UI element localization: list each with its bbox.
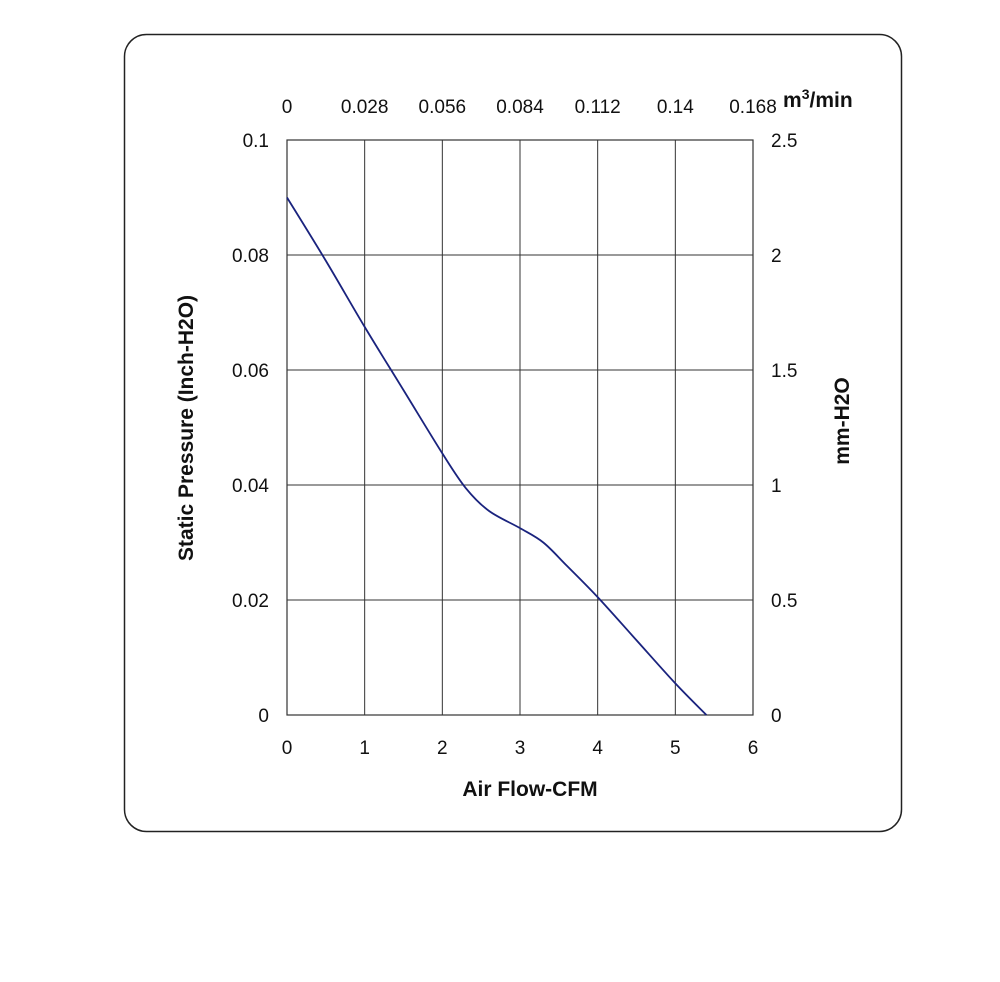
x2-tick-label: 0.112 <box>575 97 621 118</box>
x-tick-label: 3 <box>515 738 526 759</box>
x-axis-title: Air Flow-CFM <box>462 778 597 801</box>
x-tick-label: 5 <box>670 738 681 759</box>
y2-axis-title: mm-H2O <box>831 377 854 465</box>
y2-tick-label: 1 <box>771 476 782 497</box>
tick-labels: 0 1 2 3 4 5 600.020.040.060.080.100.511.522.50… <box>232 97 797 759</box>
y-tick-label: 0 <box>258 706 269 727</box>
y2-tick-label: 2 <box>771 246 782 267</box>
series-layer <box>286 197 708 716</box>
y2-tick-label: 0 <box>771 706 782 727</box>
x2-tick-label: 0.084 <box>496 97 544 118</box>
y-tick-label: 0.08 <box>232 246 269 267</box>
y-tick-label: 0.02 <box>232 591 269 612</box>
x2-tick-label: 0.056 <box>419 97 467 118</box>
x2-axis-title: m3/min <box>783 86 853 112</box>
y-tick-label: 0.04 <box>232 476 269 497</box>
series-line <box>286 197 708 716</box>
x2-tick-label: 0.168 <box>729 97 777 118</box>
x-tick-label: 0 <box>282 738 293 759</box>
x-tick-label: 4 <box>592 738 603 759</box>
y2-tick-label: 2.5 <box>771 131 797 152</box>
y-tick-label: 0.06 <box>232 361 269 382</box>
x2-tick-label: 0 <box>282 97 293 118</box>
y2-tick-label: 1.5 <box>771 361 797 382</box>
grid <box>286 139 754 716</box>
plot-area <box>286 139 754 716</box>
x2-tick-label: 0.028 <box>341 97 389 118</box>
x-tick-label: 1 <box>359 738 370 759</box>
y2-tick-label: 0.5 <box>771 591 797 612</box>
x2-tick-label: 0.14 <box>657 97 694 118</box>
chart-frame <box>123 33 903 833</box>
x-tick-label: 2 <box>437 738 448 759</box>
y-tick-label: 0.1 <box>243 131 269 152</box>
x-tick-label: 6 <box>748 738 759 759</box>
y-axis-title: Static Pressure (Inch-H2O) <box>175 295 198 561</box>
